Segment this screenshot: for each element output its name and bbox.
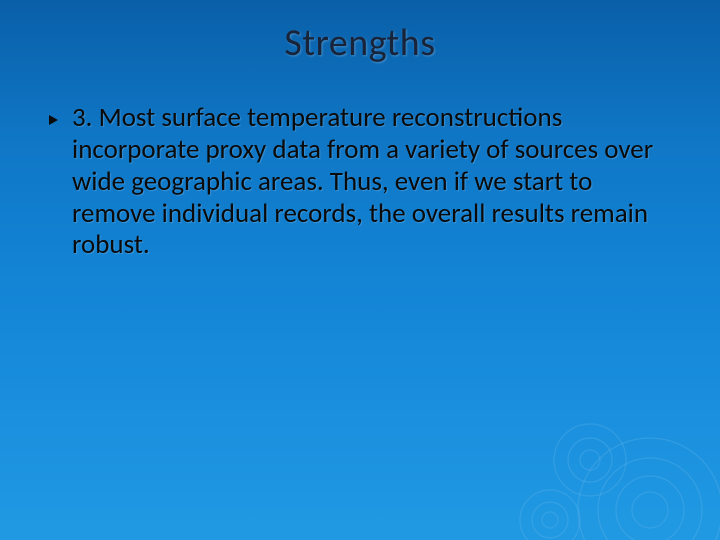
slide-container: Strengths 3. Most surface temperature re… xyxy=(0,0,720,540)
bullet-text: 3. Most surface temperature reconstructi… xyxy=(72,102,674,261)
slide-body: 3. Most surface temperature reconstructi… xyxy=(38,102,682,261)
bullet-item: 3. Most surface temperature reconstructi… xyxy=(46,102,674,261)
arrow-right-icon xyxy=(46,106,62,134)
ripple-decoration-icon xyxy=(440,320,720,540)
slide-title: Strengths xyxy=(38,20,682,66)
